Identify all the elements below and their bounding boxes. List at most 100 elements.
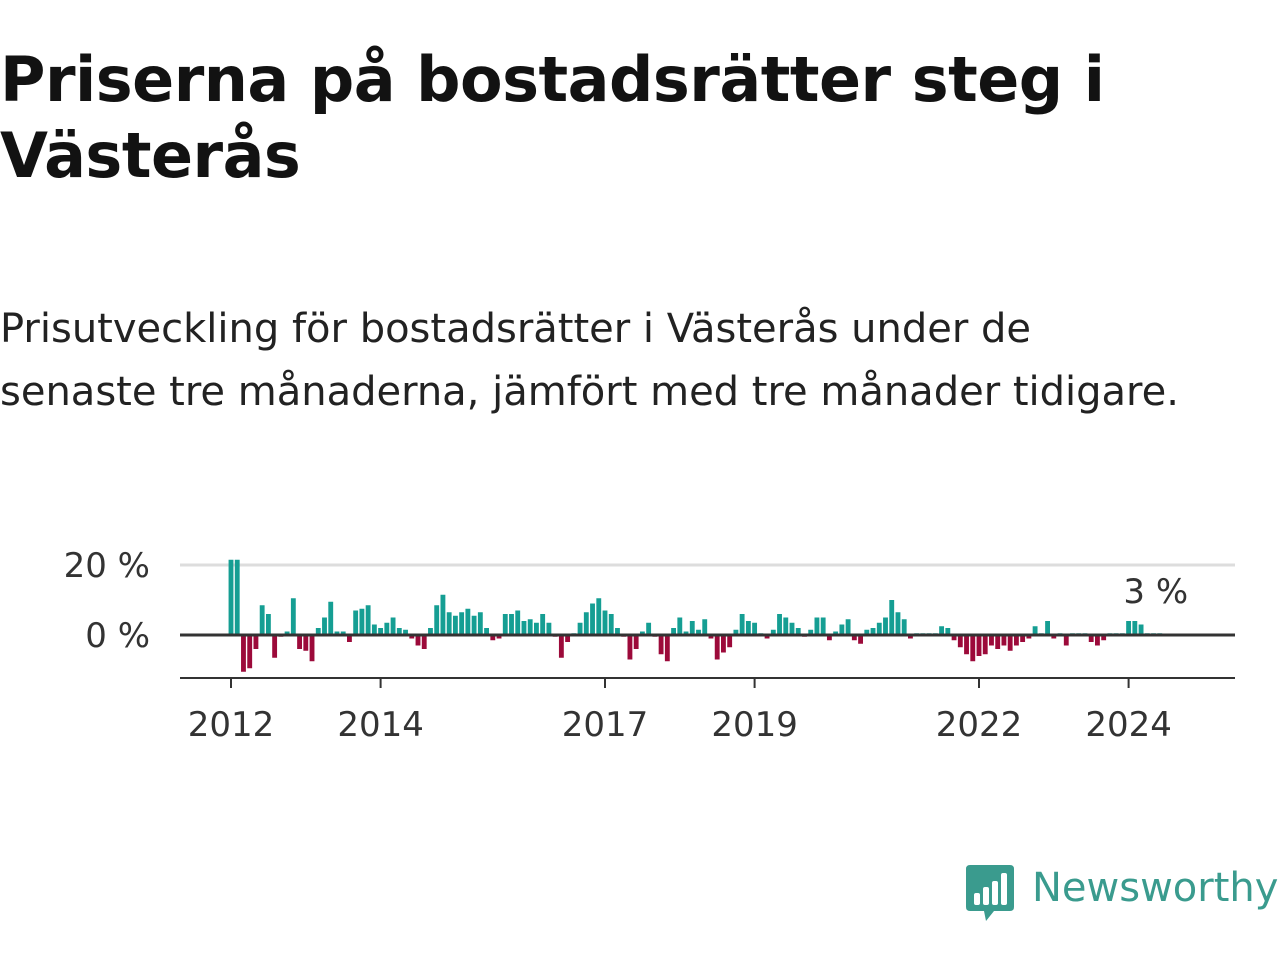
chart-subtitle: Prisutveckling för bostadsrätter i Väste… <box>0 306 1179 415</box>
bar <box>496 635 502 639</box>
bar <box>970 635 976 662</box>
y-axis-labels: 0 % 20 % <box>64 546 150 656</box>
bar <box>721 635 726 653</box>
bar <box>1020 635 1026 642</box>
newsworthy-logo-icon <box>966 865 1014 921</box>
bar <box>708 635 714 639</box>
bar <box>851 635 857 641</box>
bar <box>939 626 945 635</box>
bar <box>664 635 670 662</box>
bar <box>515 610 521 635</box>
bar <box>858 635 863 644</box>
chart-title: Priserna på bostadsrätter steg i Västerå… <box>0 43 1105 192</box>
bar <box>452 615 458 635</box>
bar <box>839 624 845 635</box>
bar <box>459 612 465 635</box>
bar <box>297 635 302 649</box>
bar <box>484 628 489 635</box>
bar <box>777 614 782 635</box>
bar <box>1138 624 1144 635</box>
bar <box>390 617 396 635</box>
bar <box>421 635 427 649</box>
bar <box>590 603 595 635</box>
bar <box>845 619 851 635</box>
bar <box>378 628 384 635</box>
bar <box>253 635 259 649</box>
bar <box>303 635 309 651</box>
bar <box>446 612 452 635</box>
bar <box>434 605 440 635</box>
bar <box>465 608 471 635</box>
bar <box>964 635 969 655</box>
bar <box>976 635 982 656</box>
bar <box>596 598 602 635</box>
bar <box>228 559 234 635</box>
bar <box>328 601 334 635</box>
bar <box>889 600 895 635</box>
bar <box>658 635 664 655</box>
bars-layer <box>228 559 1163 672</box>
x-tick-label: 2012 <box>188 705 275 745</box>
bar <box>540 614 546 635</box>
bar <box>359 608 365 635</box>
bar <box>403 629 408 635</box>
bar <box>477 612 483 635</box>
bar <box>696 629 701 635</box>
bar <box>633 635 639 649</box>
bar <box>415 635 421 646</box>
bar <box>1026 635 1032 639</box>
bar <box>814 617 820 635</box>
bar <box>745 621 751 635</box>
bar <box>546 622 552 635</box>
bar <box>396 628 402 635</box>
bar <box>982 635 988 655</box>
bar <box>995 635 1001 649</box>
x-axis-ticks: 2012 2014 2017 2019 2022 2024 <box>188 678 1172 745</box>
last-value-label: 3 % <box>1123 572 1188 612</box>
x-tick-label: 2017 <box>562 705 649 745</box>
bar <box>1088 635 1094 642</box>
bar <box>440 594 446 635</box>
bar <box>945 628 951 635</box>
x-tick-label: 2019 <box>711 705 798 745</box>
bar <box>677 617 683 635</box>
bar <box>783 617 789 635</box>
y-tick-label: 0 % <box>85 616 150 656</box>
bar <box>795 628 801 635</box>
bar <box>733 629 739 635</box>
bar <box>808 629 814 635</box>
x-tick-label: 2022 <box>936 705 1023 745</box>
bar <box>1045 621 1050 635</box>
bar <box>646 622 652 635</box>
bar <box>876 622 882 635</box>
bar <box>527 619 533 635</box>
bar <box>347 635 352 642</box>
brand-name: Newsworthy <box>1032 865 1279 911</box>
bar <box>272 635 278 658</box>
bar <box>752 622 758 635</box>
bar <box>671 628 676 635</box>
bar <box>247 635 253 669</box>
bar <box>833 631 839 635</box>
bar <box>502 614 508 635</box>
bar <box>583 612 589 635</box>
bar <box>284 631 290 635</box>
bar <box>602 610 608 635</box>
bar <box>764 635 770 639</box>
x-tick-label: 2014 <box>337 705 424 745</box>
bar <box>409 635 415 639</box>
bar <box>689 621 695 635</box>
newsworthy-logo: Newsworthy <box>964 862 1278 926</box>
bar <box>509 614 514 635</box>
bar <box>1132 621 1138 635</box>
bar <box>558 635 564 658</box>
bar <box>870 628 876 635</box>
bar <box>353 610 359 635</box>
bar <box>371 624 377 635</box>
bar <box>1095 635 1100 646</box>
bar <box>334 631 340 635</box>
bar <box>727 635 733 648</box>
x-tick-label: 2024 <box>1085 705 1172 745</box>
bar <box>770 629 776 635</box>
bar <box>901 619 907 635</box>
